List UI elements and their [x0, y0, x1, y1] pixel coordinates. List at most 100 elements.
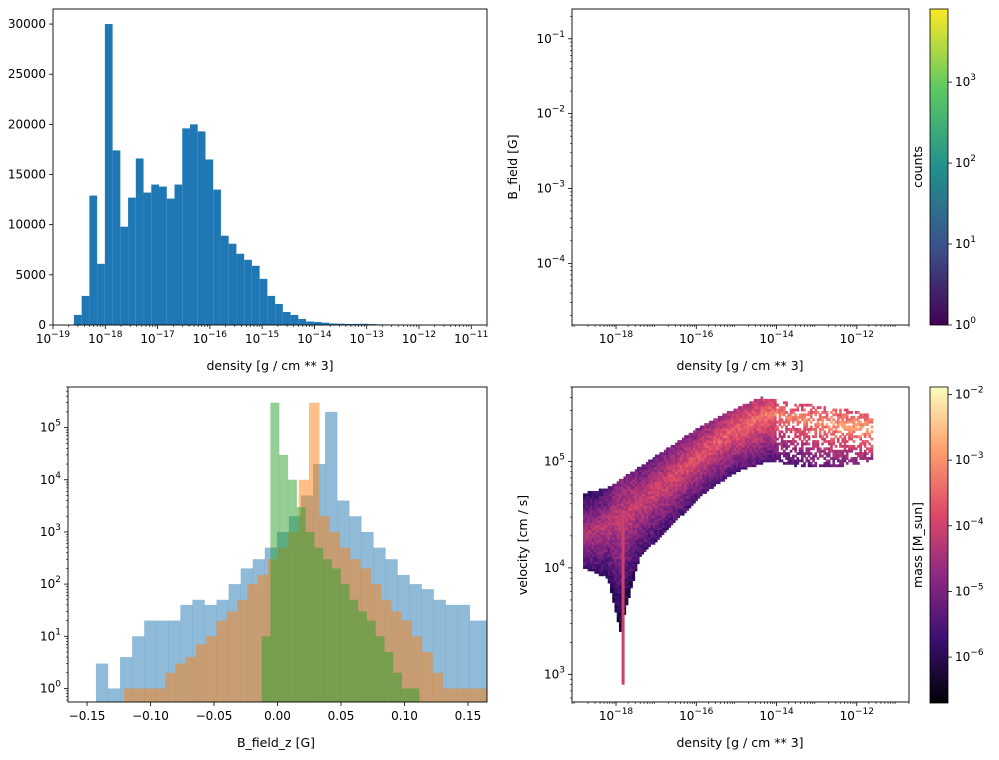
counts-colorbar-ticks: 100 101 102 103	[948, 73, 976, 332]
bfield-z-bar	[322, 559, 332, 702]
y-tick-label: 30000	[8, 17, 46, 31]
bfield-z-bar	[457, 604, 471, 702]
x-tick-label: 0.15	[455, 709, 482, 723]
density-bar	[244, 259, 252, 325]
bfield-z-bar	[195, 644, 207, 702]
bfield-z-bar	[134, 688, 145, 702]
density-bar	[360, 323, 368, 325]
y-tick-label: 103	[40, 523, 61, 539]
bfield-z-bar	[566, 664, 578, 702]
density-bar	[197, 131, 206, 325]
density-bar	[166, 198, 175, 325]
bfield-z-bar	[331, 568, 341, 702]
density-bar	[321, 322, 330, 325]
x-tick-label: 10−19	[36, 330, 71, 346]
density-bar	[135, 158, 144, 325]
colorbar-tick-label: 10−5	[955, 582, 984, 598]
bfield-z-bar	[380, 599, 392, 702]
bfield-z-bar	[384, 651, 394, 702]
bfield-z-bar	[401, 620, 413, 702]
colorbar-tick-label: 102	[955, 154, 976, 170]
density-histogram-bars	[73, 24, 492, 326]
bfield-z-bar	[123, 688, 135, 702]
bfield-z-bar	[452, 688, 464, 702]
density-bar	[313, 321, 322, 325]
density-bar	[73, 314, 82, 325]
density-bar	[352, 323, 361, 325]
bfield-phase-xlabel: density [g / cm ** 3]	[676, 358, 803, 373]
counts-colorbar	[929, 8, 949, 326]
x-tick-label: −0.05	[196, 709, 233, 723]
x-tick-label: 10−18	[88, 330, 123, 346]
x-tick-label: 10−12	[840, 330, 874, 346]
density-bar	[128, 197, 136, 325]
bfield-z-bar	[481, 620, 487, 702]
velocity-phase-frame	[571, 386, 910, 703]
colorbar-tick-label: 10−6	[955, 648, 984, 664]
y-tick-label: 10000	[8, 218, 46, 232]
y-tick-label: 20000	[8, 117, 46, 131]
bfield-z-histogram-ticks: −0.15 −0.10 −0.05 0.00 0.05 0.10 0.15 100 101 102…	[40, 386, 482, 723]
x-tick-label: 10−18	[599, 330, 634, 346]
colorbar-tick-label: 10−3	[955, 451, 984, 467]
density-bar	[329, 323, 337, 325]
density-bar	[306, 321, 314, 325]
mass-colorbar	[929, 386, 949, 704]
density-bar	[112, 150, 121, 325]
bfield-z-bar	[95, 663, 109, 702]
density-bar	[267, 295, 276, 325]
bfield-z-bar	[247, 584, 258, 702]
colorbar-tick-label: 10−4	[955, 517, 984, 533]
x-tick-label: 10−14	[759, 330, 794, 346]
bfield-z-bar	[422, 651, 433, 702]
density-bar	[182, 128, 190, 325]
x-tick-label: 10−15	[245, 330, 279, 346]
x-tick-label: 10−14	[297, 330, 332, 346]
bfield-z-bar	[185, 657, 197, 702]
density-bar	[143, 192, 152, 325]
x-tick-label: 0.05	[328, 709, 355, 723]
bfield-z-bar	[154, 688, 166, 702]
bfield-phase-heatmap	[583, 23, 884, 313]
y-tick-label: 105	[544, 452, 565, 468]
bfield-z-bar	[410, 688, 420, 702]
bfield-z-bar	[473, 688, 485, 702]
panel-density-histogram: 10−19 10−18 10−17 10−16 10−15 10−14 10−13 10−12…	[8, 8, 492, 373]
panel-velocity-phase: 10−18 10−16 10−14 10−12 103 104 105 density [g…	[515, 385, 984, 750]
bfield-z-bar	[463, 688, 474, 702]
density-bar	[151, 184, 160, 325]
bfield-z-histogram-xlabel: B_field_z [G]	[237, 735, 315, 750]
bfield-z-bar	[340, 584, 350, 702]
bfield-z-bar	[445, 604, 458, 702]
bfield-z-bar	[349, 599, 359, 702]
bfield-z-bar	[314, 547, 324, 702]
bfield-z-bar	[226, 611, 238, 702]
y-tick-label: 104	[544, 559, 565, 575]
density-histogram-xlabel: density [g / cm ** 3]	[206, 358, 333, 373]
bfield-z-bar	[401, 688, 411, 702]
density-bar	[89, 195, 98, 325]
x-tick-label: −0.15	[69, 709, 106, 723]
y-tick-label: 0	[38, 318, 46, 332]
bfield-z-bar	[391, 611, 402, 702]
bfield-z-bar	[144, 688, 155, 702]
velocity-phase-heatmap	[583, 396, 874, 685]
bfield-z-bar	[411, 636, 423, 702]
velocity-phase-ylabel: velocity [cm / s]	[515, 495, 530, 595]
x-tick-label: 10−12	[840, 707, 874, 723]
x-tick-label: 10−16	[679, 707, 714, 723]
y-tick-label: 5000	[15, 268, 46, 282]
density-bar	[104, 24, 113, 326]
y-tick-label: 10−3	[536, 179, 565, 195]
bfield-z-bar	[506, 621, 518, 702]
bfield-phase-frame	[571, 8, 910, 326]
density-bar	[298, 318, 307, 325]
bfield-z-bar	[236, 599, 248, 702]
mass-colorbar-ticks: 10−6 10−5 10−4 10−3 10−2	[948, 385, 984, 664]
bfield-z-bar	[287, 479, 297, 702]
density-bar	[97, 263, 105, 325]
density-histogram-frame	[52, 8, 488, 326]
bfield-z-histogram-bars	[95, 402, 578, 702]
x-tick-label: 10−12	[402, 330, 436, 346]
bfield-z-bar	[165, 672, 176, 702]
